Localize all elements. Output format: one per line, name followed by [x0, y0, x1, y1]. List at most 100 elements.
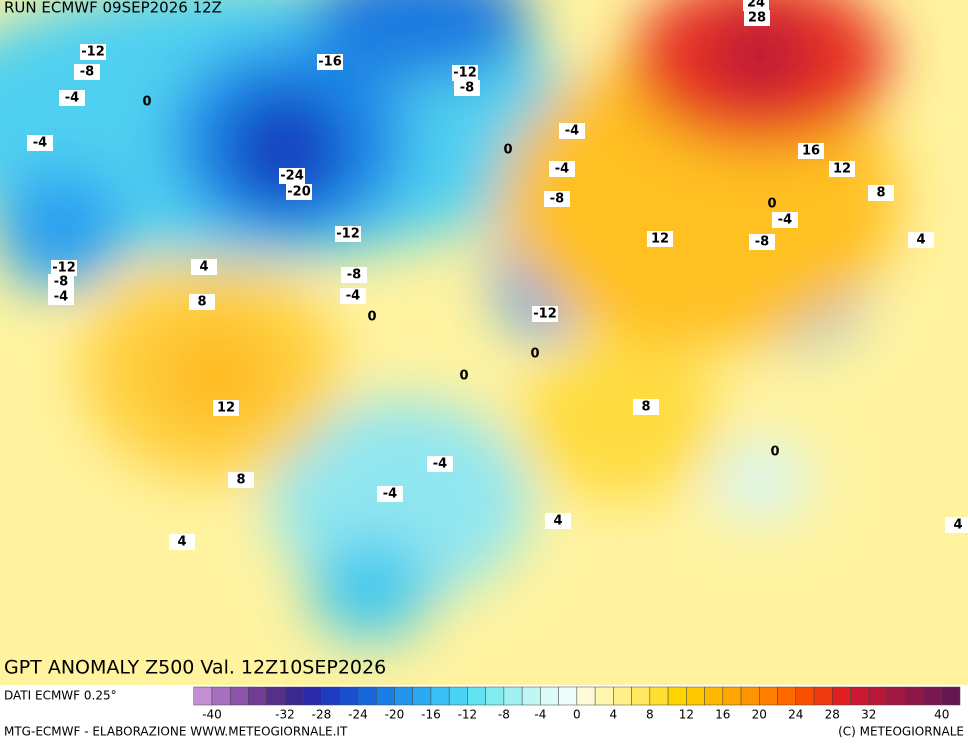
contour-label: 0 [459, 369, 468, 384]
contour-label: -4 [65, 91, 79, 106]
label-box [772, 212, 798, 228]
contour-label: 8 [876, 186, 885, 201]
label-box [749, 234, 775, 250]
legend-cell [886, 686, 906, 706]
legend-cell [211, 686, 231, 706]
label-box [80, 44, 106, 60]
legend-tick-label: -24 [348, 708, 368, 722]
legend-tick-label: -8 [498, 708, 510, 722]
label-box [647, 231, 673, 247]
label-box [452, 65, 478, 81]
legend-cell [521, 686, 541, 706]
contour-label: -4 [33, 136, 47, 151]
label-box [48, 274, 74, 290]
contour-label: -4 [433, 457, 447, 472]
legend-cell [540, 686, 559, 706]
label-box [633, 399, 659, 415]
contour-label: 24 [747, 0, 765, 11]
label-box [829, 161, 855, 177]
legend-cell [777, 686, 797, 706]
legend-cell [339, 686, 359, 706]
contour-label: -12 [52, 261, 76, 276]
label-box [340, 288, 366, 304]
label-box [213, 400, 239, 416]
contour-label: 4 [177, 535, 186, 550]
contour-label: -20 [287, 185, 311, 200]
legend-cell [631, 686, 651, 706]
label-box [317, 54, 343, 70]
legend-cell [686, 686, 705, 706]
legend-tick-label: 8 [646, 708, 654, 722]
contour-label: -4 [54, 290, 68, 305]
contour-label: -8 [550, 192, 564, 207]
legend-tick-label: 28 [825, 708, 840, 722]
label-box [427, 456, 453, 472]
contour-label: -4 [346, 289, 360, 304]
contour-label: 0 [530, 347, 539, 362]
legend-cell [667, 686, 687, 706]
label-box [74, 64, 100, 80]
label-box [377, 486, 403, 502]
contour-label: 4 [953, 518, 962, 533]
legend-tick-label: 0 [573, 708, 581, 722]
legend-cell [594, 686, 614, 706]
legend-tick-label: 4 [610, 708, 618, 722]
legend-cell [375, 686, 395, 706]
legend-cell [266, 686, 286, 706]
label-box [868, 185, 894, 201]
label-box [549, 161, 575, 177]
label-box [48, 289, 74, 305]
legend-cell [448, 686, 468, 706]
contour-label: -12 [453, 66, 477, 81]
legend-cell [467, 686, 486, 706]
contour-label: -4 [383, 487, 397, 502]
contour-label: -4 [555, 162, 569, 177]
contour-label: -12 [533, 307, 557, 322]
legend-cell [321, 686, 340, 706]
legend-cell [394, 686, 413, 706]
label-box [945, 517, 968, 533]
contour-label: -4 [778, 213, 792, 228]
legend-cell [813, 686, 833, 706]
legend-cell [430, 686, 450, 706]
legend-cell [704, 686, 724, 706]
map-title: GPT ANOMALY Z500 Val. 12Z10SEP2026 [4, 657, 386, 679]
contour-label: 16 [802, 144, 820, 159]
map-field [0, 0, 968, 685]
contour-label: 4 [916, 233, 925, 248]
legend-cell [576, 686, 596, 706]
label-box [532, 306, 558, 322]
contour-label: 8 [641, 400, 650, 415]
label-box [335, 226, 361, 242]
legend-tick-label: -40 [202, 708, 222, 722]
footer-left: MTG-ECMWF - ELABORAZIONE WWW.METEOGIORNA… [4, 725, 348, 739]
label-box [189, 294, 215, 310]
legend-cell [503, 686, 523, 706]
label-box [169, 534, 195, 550]
legend-tick-label: 12 [679, 708, 694, 722]
label-box [798, 143, 824, 159]
contour-label: 28 [748, 11, 766, 26]
legend-tick-label: 16 [715, 708, 730, 722]
contour-label: -8 [755, 235, 769, 250]
legend-tick-label: 32 [861, 708, 876, 722]
contour-label: 8 [236, 473, 245, 488]
contour-label: -12 [81, 45, 105, 60]
contour-label: -12 [336, 227, 360, 242]
label-box [544, 191, 570, 207]
run-info: RUN ECMWF 09SEP2026 12Z [4, 0, 222, 17]
legend-cell [485, 686, 505, 706]
data-source: DATI ECMWF 0.25° [4, 689, 117, 703]
contour-label: 0 [142, 95, 151, 110]
contour-label: -8 [347, 268, 361, 283]
legend-cell [613, 686, 632, 706]
legend-tick-label: -28 [312, 708, 332, 722]
label-box [286, 184, 312, 200]
legend-cell [850, 686, 870, 706]
legend-cell [357, 686, 377, 706]
legend-cell [941, 686, 961, 706]
legend-cell [923, 686, 943, 706]
contour-label: 0 [770, 445, 779, 460]
label-box [228, 472, 254, 488]
